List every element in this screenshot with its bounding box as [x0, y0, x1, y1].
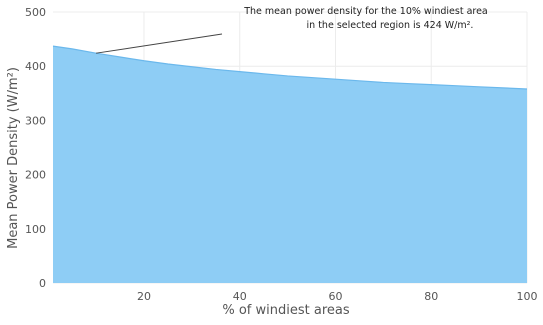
y-axis-ticks: 0 100 200 300 400 500: [25, 6, 46, 290]
x-axis-ticks: 20 40 60 80 100: [137, 290, 538, 303]
annotation-line-2: in the selected region is 424 W/m².: [307, 20, 474, 31]
x-tick-label: 100: [517, 290, 538, 303]
annotation-leader-line: [96, 33, 223, 54]
y-tick-label: 200: [25, 169, 46, 182]
y-tick-label: 400: [25, 60, 46, 73]
x-tick-label: 60: [328, 290, 342, 303]
area-series-line: [52, 45, 528, 90]
x-tick-label: 40: [233, 290, 247, 303]
x-tick-label: 80: [424, 290, 438, 303]
x-axis-title: % of windiest areas: [222, 303, 349, 318]
x-tick-label: 20: [137, 290, 151, 303]
annotation-line-1: The mean power density for the 10% windi…: [243, 6, 488, 17]
area-series: [53, 46, 527, 284]
y-tick-label: 0: [39, 277, 46, 290]
y-tick-label: 500: [25, 6, 46, 19]
y-axis-title: Mean Power Density (W/m²): [6, 67, 21, 249]
y-tick-label: 100: [25, 223, 46, 236]
y-tick-label: 300: [25, 114, 46, 127]
